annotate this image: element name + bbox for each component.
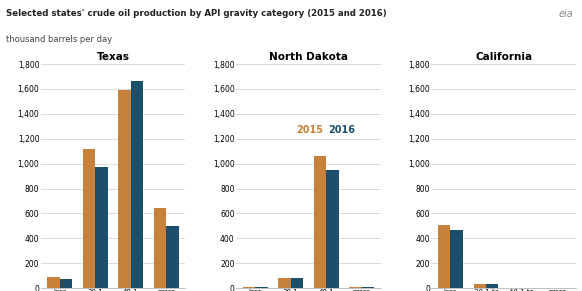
Text: eia: eia <box>559 9 573 19</box>
Text: Selected states' crude oil production by API gravity category (2015 and 2016): Selected states' crude oil production by… <box>6 9 386 18</box>
Text: 2016: 2016 <box>329 125 356 135</box>
Bar <box>60 279 72 288</box>
Bar <box>486 284 499 288</box>
Bar <box>243 287 255 288</box>
Bar <box>290 278 303 288</box>
Bar <box>154 208 166 288</box>
Bar <box>47 277 60 288</box>
Bar <box>438 225 450 288</box>
Title: California: California <box>475 52 533 62</box>
Bar <box>278 278 290 288</box>
Text: 2015: 2015 <box>297 125 324 135</box>
Bar <box>474 284 486 288</box>
Bar <box>327 171 339 288</box>
Bar <box>95 167 108 288</box>
Bar <box>450 230 463 288</box>
Bar <box>314 155 327 288</box>
Bar <box>349 287 362 288</box>
Bar <box>362 287 374 288</box>
Bar <box>131 81 143 288</box>
Title: Texas: Texas <box>97 52 130 62</box>
Bar <box>118 90 131 288</box>
Bar <box>83 149 95 288</box>
Text: thousand barrels per day: thousand barrels per day <box>6 35 112 44</box>
Bar <box>255 287 268 288</box>
Title: North Dakota: North Dakota <box>269 52 348 62</box>
Bar <box>166 226 179 288</box>
